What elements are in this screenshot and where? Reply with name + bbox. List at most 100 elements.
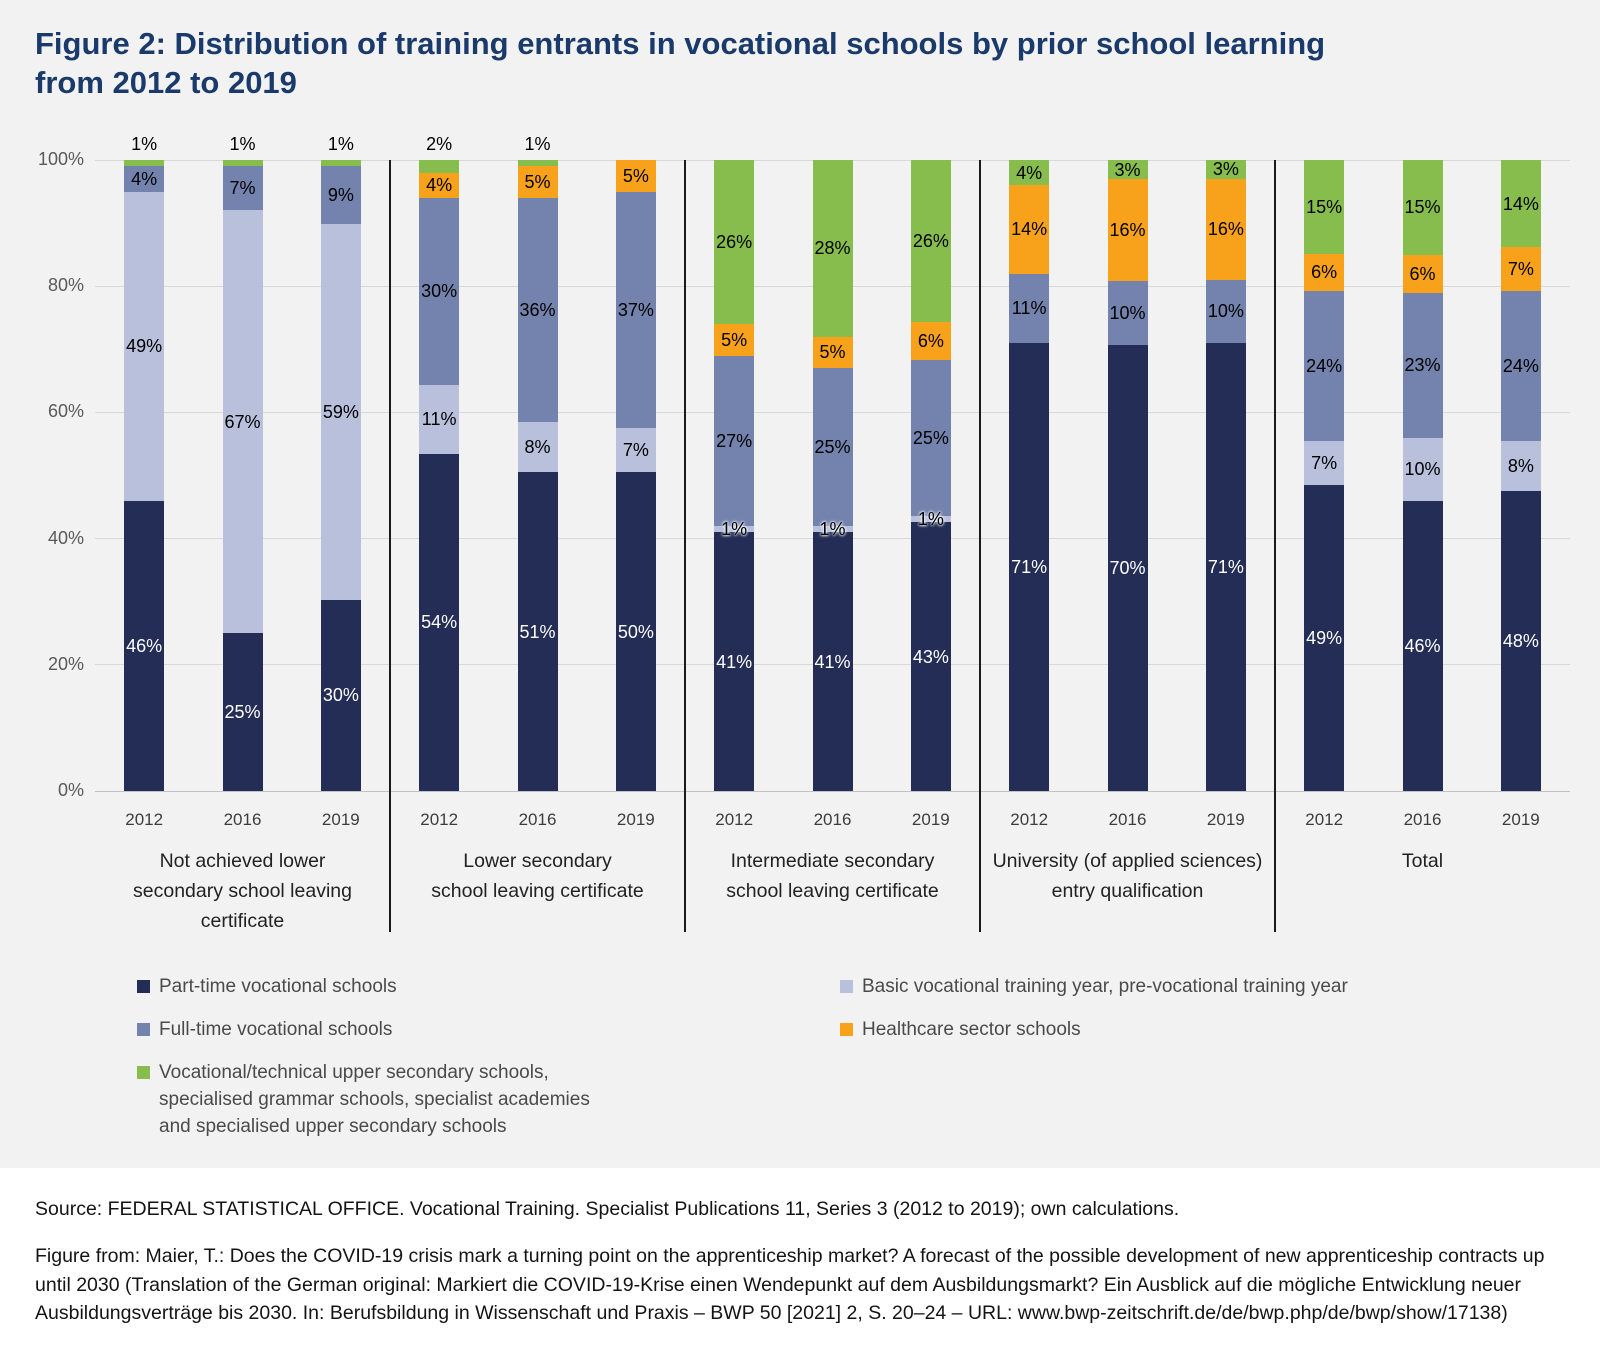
legend-label: Part-time vocational schools [159, 976, 397, 997]
bar-value-label: 51% [519, 621, 556, 642]
bar-segment-basic: 10% [1402, 437, 1443, 501]
bar-segment-full_time: 30% [419, 197, 460, 385]
x-axis-year-label: 2012 [715, 810, 754, 829]
bar-segment-full_time: 4% [124, 166, 165, 192]
bar-value-label: 24% [1502, 356, 1539, 377]
bar-segment-healthcare: 6% [1304, 253, 1345, 292]
bar-segment-full_time: 24% [1500, 291, 1541, 442]
group-separator [1274, 160, 1276, 932]
bar-segment-healthcare: 5% [615, 160, 656, 192]
bar-value-label: 11% [421, 409, 457, 430]
bar-value-label: 5% [819, 342, 846, 363]
bar-segment-part_time: 41% [812, 532, 853, 791]
bar-value-label-above: 1% [229, 134, 256, 154]
x-axis-year-label: 2019 [1206, 810, 1245, 829]
x-axis-year-label: 2019 [616, 810, 655, 829]
bar-segment-part_time: 54% [419, 453, 460, 791]
legend-swatch-icon [137, 980, 150, 993]
legend-label: Full-time vocational schools [159, 1019, 393, 1040]
x-axis-year-label: 2016 [1108, 810, 1147, 829]
x-axis-year-label: 2016 [1403, 810, 1442, 829]
bar-segment-part_time: 46% [1402, 500, 1443, 791]
bar-segment-upper [320, 160, 361, 167]
bar-value-label: 43% [912, 646, 949, 667]
bar-segment-upper: 15% [1402, 160, 1443, 255]
bar-segment-full_time: 23% [1402, 292, 1443, 438]
bar-value-label: 4% [131, 168, 158, 189]
group-label-line: Lower secondary [463, 850, 612, 872]
stacked-bar-2012: 71% 11% 14% 4% [1009, 160, 1050, 791]
stacked-bar-2019: 30% 59% 9% 1% [320, 135, 361, 791]
bar-value-label: 27% [716, 430, 753, 451]
bar-segment-basic: 67% [222, 210, 263, 634]
bar-value-label: 4% [1016, 162, 1043, 183]
bar-value-label: 6% [1409, 263, 1436, 284]
legend-swatch-icon [840, 1023, 853, 1036]
bar-segment-healthcare: 7% [1500, 247, 1541, 292]
y-axis-tick-label: 80% [47, 275, 84, 296]
bar-value-label: 7% [622, 440, 649, 461]
bar-value-label: 37% [617, 299, 654, 320]
group-label: Total [1275, 846, 1570, 876]
bar-segment-full_time: 37% [615, 191, 656, 428]
group-separator [389, 160, 391, 932]
bar-segment-basic: 7% [615, 427, 656, 473]
legend-label: Vocational/technical upper secondary sch… [159, 1062, 590, 1137]
bar-segment-full_time: 10% [1107, 281, 1148, 345]
bar-segment-basic: 8% [517, 422, 558, 473]
bar-value-label: 16% [1207, 219, 1244, 240]
bar-value-label: 30% [322, 685, 359, 706]
x-axis-year-label: 2016 [223, 810, 262, 829]
bar-value-label: 14% [1011, 219, 1048, 240]
bar-segment-basic [714, 526, 755, 533]
legend-item-full_time: Full-time vocational schools [137, 1016, 590, 1043]
x-axis-year-label: 2016 [518, 810, 557, 829]
x-axis-year-label: 2012 [1010, 810, 1049, 829]
bar-value-label: 9% [327, 185, 354, 206]
bar-value-label: 3% [1212, 159, 1239, 180]
y-axis-tick-label: 20% [47, 653, 84, 674]
bar-value-label: 54% [421, 612, 458, 633]
bar-segment-upper [419, 160, 460, 173]
bar-value-label: 41% [716, 651, 753, 672]
bar-segment-part_time: 43% [910, 522, 951, 791]
bar-value-label: 5% [721, 329, 748, 350]
bar-value-label: 16% [1109, 220, 1146, 241]
bar-segment-healthcare: 16% [1107, 179, 1148, 282]
group-label-line: Intermediate secondary [730, 850, 935, 872]
gridline-0 [95, 790, 1570, 792]
bar-segment-healthcare: 5% [812, 336, 853, 369]
bar-value-label: 25% [814, 437, 851, 458]
bar-value-label: 50% [617, 621, 654, 642]
figure-title-line1: Figure 2: Distribution of training entra… [35, 26, 1326, 61]
bar-value-label: 14% [1502, 193, 1539, 214]
bar-segment-full_time: 10% [1205, 279, 1246, 343]
bar-value-label: 25% [224, 702, 261, 723]
bar-value-label: 23% [1404, 355, 1441, 376]
x-axis-year-label: 2012 [1305, 810, 1344, 829]
group-label-line: Total [1401, 850, 1444, 872]
legend-swatch-icon [137, 1023, 150, 1036]
bar-value-label-small: 1% [721, 519, 748, 540]
stacked-bar-2012: 46% 49% 4% 1% [124, 135, 165, 791]
bar-value-label: 48% [1502, 631, 1539, 652]
group-label-line: school leaving certificate [726, 880, 939, 902]
bar-segment-part_time: 41% [714, 532, 755, 791]
bar-value-label: 30% [421, 281, 458, 302]
source-text: Source: FEDERAL STATISTICAL OFFICE. Voca… [35, 1198, 1180, 1220]
x-axis-year-label: 2012 [125, 810, 164, 829]
bar-value-label: 26% [716, 232, 753, 253]
stacked-bar-2012: 54% 11% 30% 4% 2% [419, 135, 460, 791]
bar-segment-healthcare: 5% [714, 324, 755, 356]
y-axis-tick-label: 40% [47, 527, 84, 548]
chart-legend-left-column: Part-time vocational schools Full-time vo… [137, 973, 590, 1156]
bar-segment-healthcare: 6% [1402, 254, 1443, 293]
y-axis-tick-label: 0% [57, 780, 84, 800]
bar-value-label: 15% [1306, 196, 1343, 217]
group-label-line: secondary school leaving [133, 880, 352, 902]
bar-value-label-above: 1% [327, 134, 354, 154]
bar-value-label-small: 1% [819, 519, 846, 540]
bar-segment-healthcare: 5% [517, 166, 558, 198]
bar-value-label: 7% [229, 178, 256, 199]
stacked-bar-2016: 25% 67% 7% 1% [222, 135, 263, 791]
